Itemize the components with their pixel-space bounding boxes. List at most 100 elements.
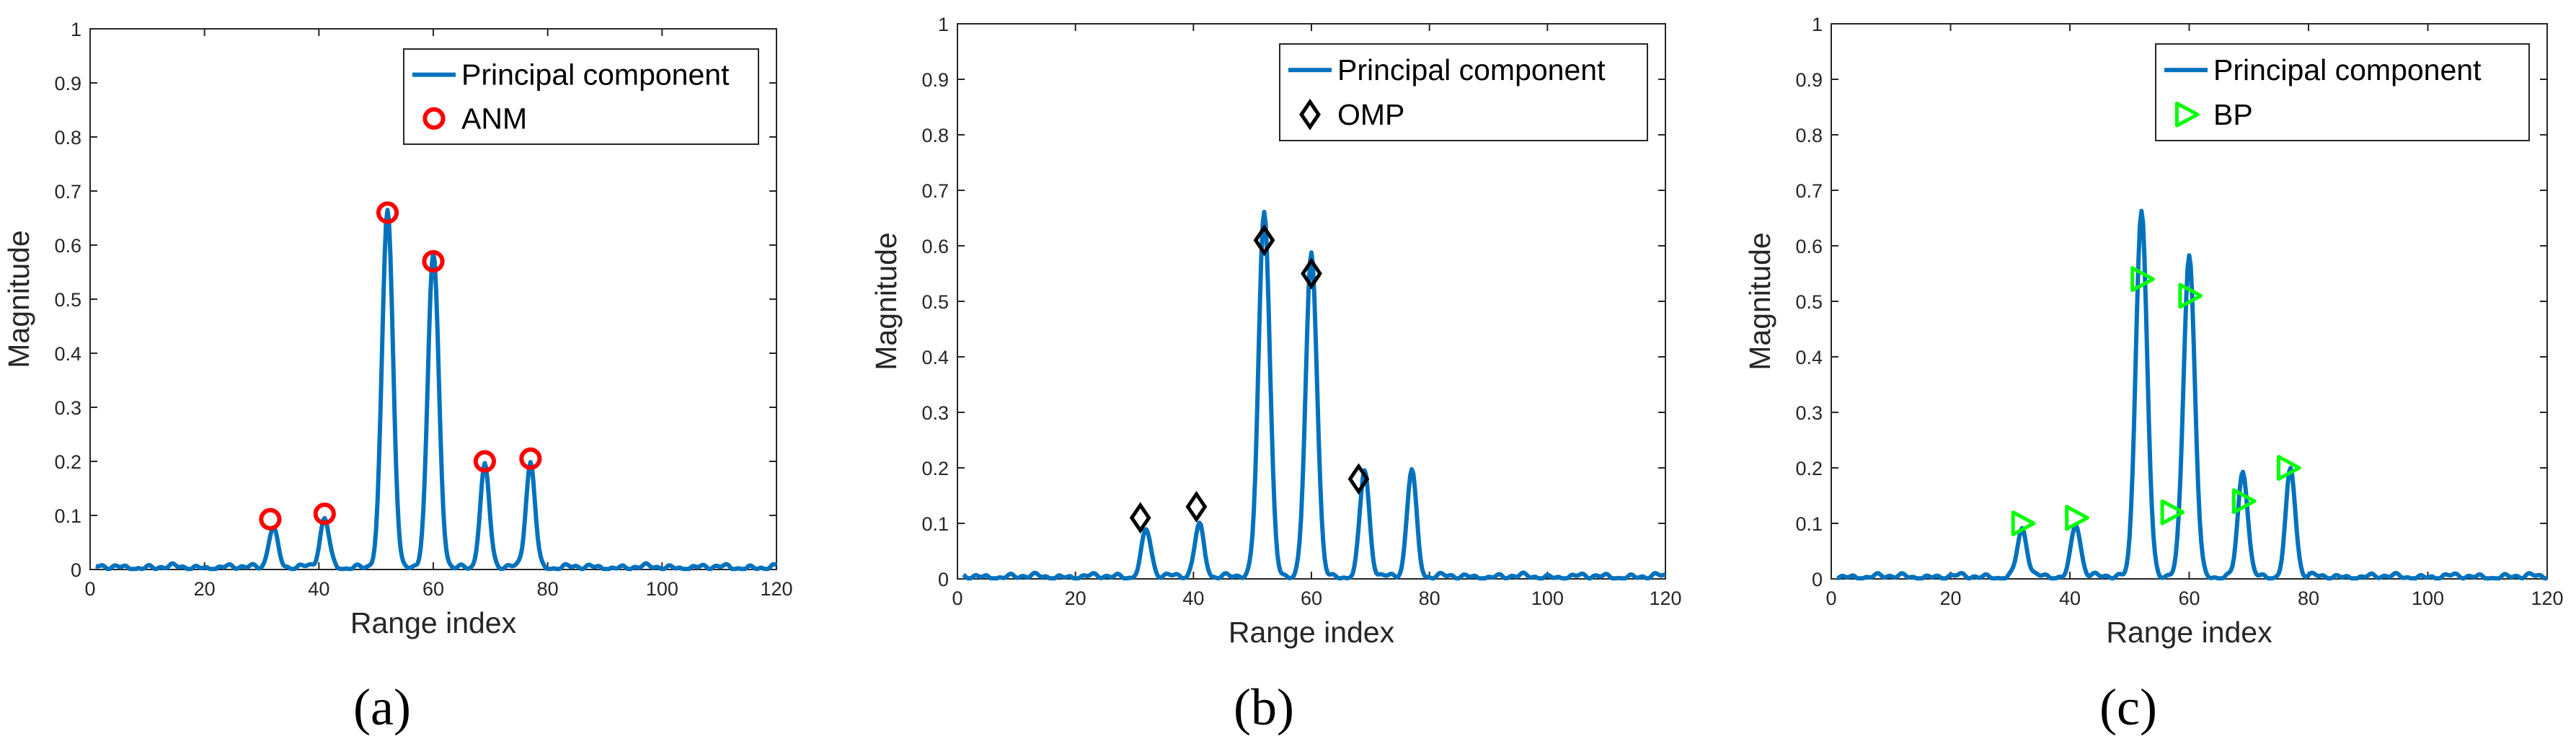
x-tick-label: 0 — [84, 578, 95, 600]
y-tick-label: 1 — [1812, 14, 1823, 35]
y-tick-label: 0 — [1812, 569, 1823, 590]
x-tick-label: 20 — [194, 578, 216, 600]
x-tick-label: 120 — [1649, 588, 1681, 609]
y-tick-label: 0.7 — [54, 181, 81, 203]
data-point-anm — [519, 447, 542, 470]
legend-entry-label: OMP — [1337, 98, 1404, 131]
y-tick-label: 0.7 — [1795, 180, 1823, 202]
legend-marker-swatch — [422, 107, 446, 130]
x-tick-label: 100 — [646, 578, 678, 600]
panel-caption: (a) — [353, 678, 411, 736]
y-tick-label: 0.5 — [54, 289, 81, 311]
y-tick-label: 0.3 — [1795, 402, 1823, 424]
x-tick-label: 100 — [1531, 588, 1564, 609]
data-point-anm — [376, 201, 399, 224]
y-tick-label: 0.1 — [1795, 513, 1823, 535]
y-tick-label: 0.2 — [921, 458, 949, 479]
y-tick-label: 0.5 — [921, 291, 949, 313]
legend-box — [2155, 43, 2530, 141]
data-point-bp — [2065, 505, 2089, 531]
legend-entry-label: ANM — [461, 102, 527, 135]
y-tick-label: 0.6 — [1795, 236, 1823, 257]
y-tick-label: 0 — [71, 559, 81, 581]
series-line-principal-component — [962, 210, 1666, 581]
legend-entry-label: Principal component — [461, 58, 730, 92]
data-point-omp — [1253, 224, 1275, 257]
y-tick-label: 0.2 — [1795, 458, 1823, 479]
data-point-omp — [1185, 490, 1208, 523]
x-tick-label: 40 — [1182, 588, 1204, 609]
y-tick-label: 0 — [938, 569, 949, 590]
y-tick-label: 0.5 — [1795, 291, 1823, 313]
y-tick-label: 0.6 — [921, 236, 949, 257]
panel-caption: (c) — [2099, 678, 2157, 736]
data-point-omp — [1129, 502, 1151, 534]
y-tick-label: 0.7 — [921, 180, 949, 202]
legend-box — [1279, 43, 1648, 141]
data-point-bp — [2178, 283, 2203, 309]
x-tick-label: 120 — [2531, 588, 2563, 609]
chart-panel-c: 0 20 40 60 80 100 120 0 0.1 0.2 0.3 0.4 0.5 0.6 0.7 0.8… — [1743, 14, 2564, 736]
data-point-anm — [422, 249, 445, 273]
x-tick-label: 80 — [2298, 588, 2319, 609]
legend-marker-swatch — [2174, 101, 2200, 128]
data-point-bp — [2231, 488, 2257, 515]
x-axis-label: Range index — [2106, 616, 2272, 649]
y-tick-label: 0.4 — [1795, 347, 1823, 368]
series-line-principal-component — [1836, 208, 2548, 581]
data-point-bp — [2276, 455, 2301, 481]
data-point-bp — [2160, 499, 2185, 526]
legend-entry-label: BP — [2213, 98, 2253, 131]
y-tick-label: 0.8 — [54, 127, 81, 149]
y-axis-label: Magnitude — [869, 232, 903, 370]
y-tick-label: 0.3 — [921, 402, 949, 424]
y-tick-label: 0.8 — [1795, 125, 1823, 146]
data-point-bp — [2011, 510, 2036, 536]
x-tick-label: 40 — [2059, 588, 2081, 609]
y-tick-label: 0.9 — [54, 73, 81, 94]
x-tick-label: 80 — [537, 578, 559, 600]
y-tick-label: 0.4 — [54, 343, 81, 365]
x-axis-label: Range index — [1229, 616, 1395, 649]
data-point-anm — [313, 502, 336, 526]
data-point-omp — [1347, 463, 1370, 495]
data-point-bp — [2130, 266, 2155, 293]
legend-box — [403, 48, 759, 145]
y-tick-label: 0.2 — [54, 451, 81, 473]
series-line-principal-component — [94, 208, 778, 572]
y-axis-label: Magnitude — [2, 230, 35, 368]
x-tick-label: 20 — [1939, 588, 1961, 609]
x-tick-label: 100 — [2412, 588, 2444, 609]
y-tick-label: 0.9 — [921, 69, 949, 91]
data-point-anm — [259, 508, 282, 531]
chart-panel-a: 0 20 40 60 80 100 120 0 0.1 0.2 0.3 0.4 0.5 0.6 0.7 0.8… — [2, 19, 793, 736]
y-tick-label: 0.9 — [1795, 69, 1823, 91]
legend: Principal component OMP — [1279, 43, 1648, 141]
y-tick-label: 0.6 — [54, 235, 81, 257]
legend-entry-label: Principal component — [1337, 53, 1606, 87]
legend: Principal component BP — [2155, 43, 2530, 141]
data-point-omp — [1301, 257, 1322, 290]
y-tick-label: 0.4 — [921, 347, 949, 368]
data-point-anm — [473, 450, 497, 473]
panel-caption: (b) — [1234, 678, 1294, 736]
x-tick-label: 40 — [308, 578, 329, 600]
legend-entry-label: Principal component — [2213, 53, 2482, 87]
legend: Principal component ANM — [403, 48, 759, 145]
x-tick-label: 60 — [2178, 588, 2200, 609]
y-tick-label: 0.8 — [921, 125, 949, 146]
chart-panel-b: 0 20 40 60 80 100 120 0 0.1 0.2 0.3 0.4 0.5 0.6 0.7 0.8… — [869, 14, 1682, 736]
y-tick-label: 1 — [71, 19, 81, 40]
y-tick-label: 0.3 — [54, 397, 81, 419]
y-tick-label: 0.1 — [921, 513, 949, 535]
x-axis-label: Range index — [350, 606, 517, 639]
x-tick-label: 80 — [1419, 588, 1440, 609]
x-tick-label: 60 — [422, 578, 444, 600]
legend-marker-swatch — [1299, 98, 1321, 130]
x-tick-label: 0 — [1825, 588, 1836, 609]
y-tick-label: 1 — [938, 14, 949, 35]
x-tick-label: 60 — [1301, 588, 1322, 609]
x-tick-label: 120 — [760, 578, 792, 600]
x-tick-label: 0 — [952, 588, 962, 609]
y-axis-label: Magnitude — [1743, 232, 1776, 370]
